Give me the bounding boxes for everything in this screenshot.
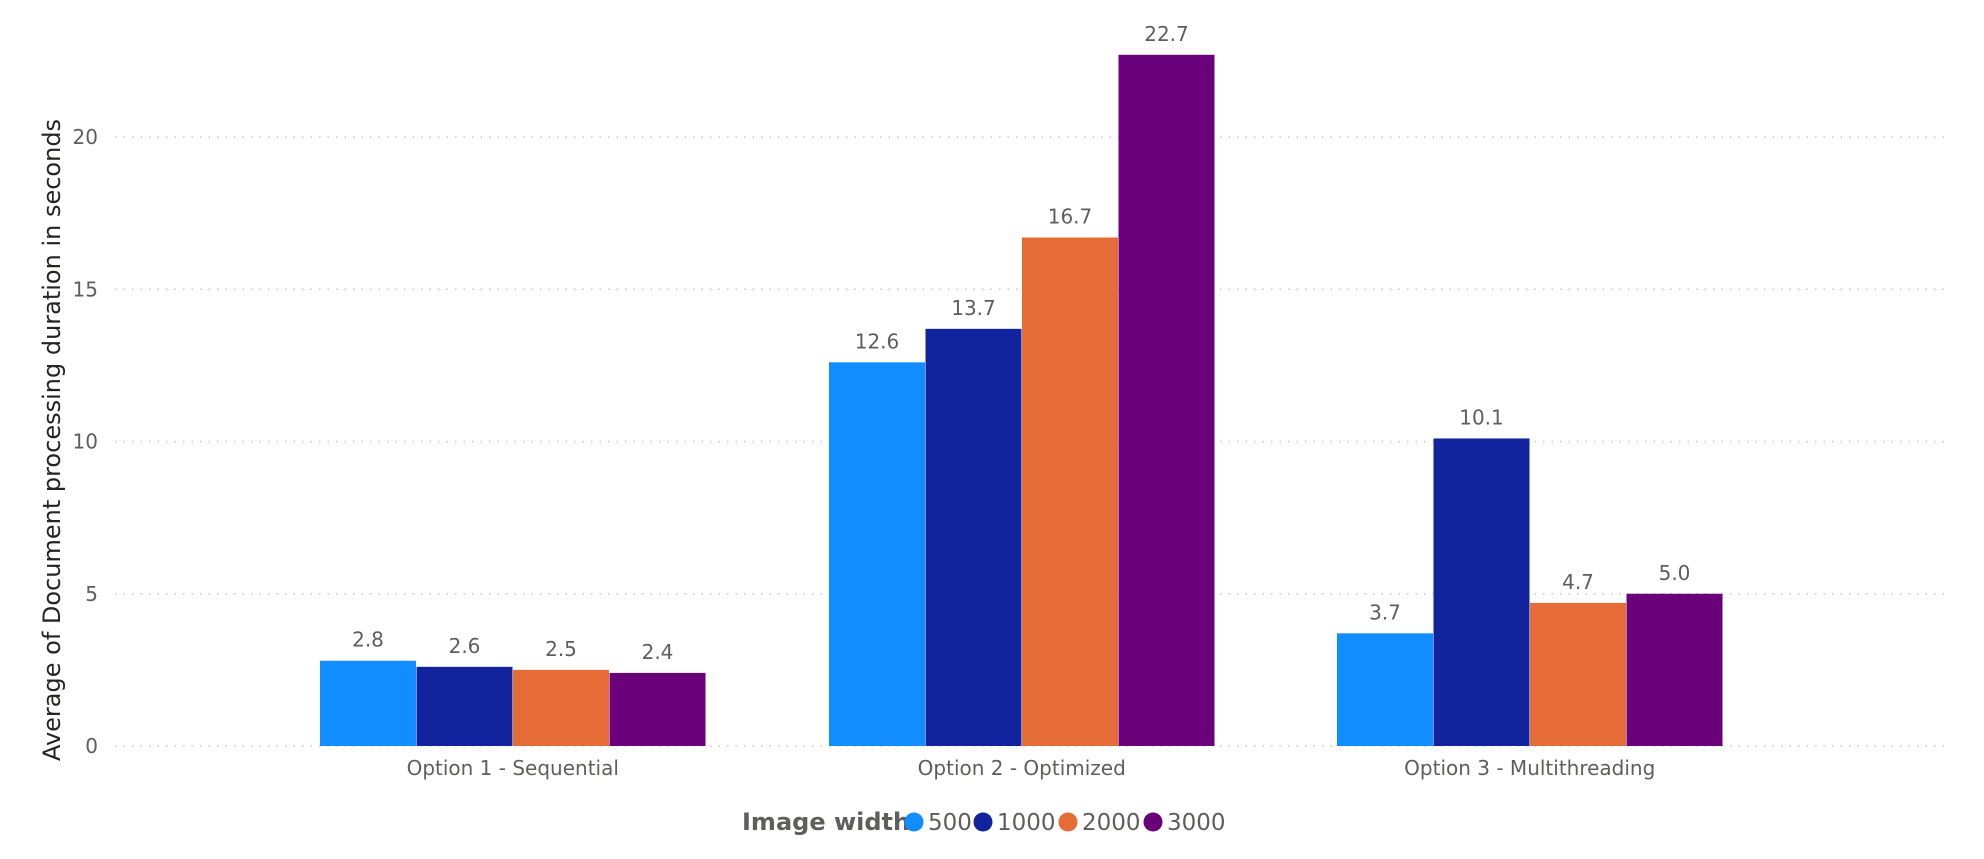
bar-3000-3[interactable]	[1626, 593, 1723, 746]
legend-swatch-2000[interactable]	[1058, 812, 1078, 832]
bar-500-1[interactable]	[320, 660, 416, 746]
x-axis-categories: Option 1 - Sequential Option 2 - Optimize…	[407, 756, 1656, 780]
x-category-label: Option 3 - Multithreading	[1404, 756, 1655, 780]
legend-swatch-3000[interactable]	[1143, 812, 1163, 832]
data-label: 2.6	[449, 634, 481, 658]
y-axis-title: Average of Document processing duration …	[38, 119, 66, 761]
data-label: 4.7	[1562, 570, 1594, 594]
data-label: 13.7	[951, 296, 996, 320]
bar-2000-2[interactable]	[1022, 237, 1118, 747]
data-label: 2.8	[352, 628, 384, 652]
x-category-label: Option 1 - Sequential	[407, 756, 619, 780]
y-tick-label: 10	[73, 430, 98, 454]
y-tick-label: 20	[73, 125, 98, 149]
y-tick-label: 5	[85, 582, 98, 606]
bar-3000-2[interactable]	[1118, 54, 1215, 747]
bar-1000-1[interactable]	[416, 666, 513, 746]
bar-3000-1[interactable]	[609, 672, 706, 746]
legend-title: Image width	[742, 808, 910, 836]
legend-swatch-1000[interactable]	[973, 812, 993, 832]
bar-2000-1[interactable]	[513, 669, 609, 746]
bar-1000-3[interactable]	[1433, 438, 1530, 746]
bar-500-2[interactable]	[829, 362, 925, 746]
data-label: 12.6	[855, 329, 900, 353]
data-label: 2.4	[642, 640, 674, 664]
legend-label-2000[interactable]: 2000	[1082, 810, 1141, 836]
data-label: 16.7	[1048, 204, 1093, 228]
data-labels: 2.8 2.6 2.5 2.4 12.6 13.7 16.7 22.7 3.7 10.1 4.7 5.…	[352, 22, 1690, 664]
legend-label-3000[interactable]: 3000	[1167, 810, 1226, 836]
y-tick-label: 15	[73, 277, 98, 301]
bar-500-3[interactable]	[1337, 633, 1433, 746]
data-label: 2.5	[545, 637, 577, 661]
legend-label-500[interactable]: 500	[928, 810, 972, 836]
data-label: 5.0	[1659, 561, 1691, 585]
y-axis-ticks: 0 5 10 15 20	[73, 125, 98, 758]
bars	[320, 54, 1723, 747]
data-label: 3.7	[1369, 600, 1401, 624]
bar-1000-2[interactable]	[925, 328, 1022, 746]
legend-label-1000[interactable]: 1000	[997, 810, 1056, 836]
bar-2000-3[interactable]	[1530, 602, 1626, 746]
legend-swatch-500[interactable]	[904, 812, 924, 832]
data-label: 10.1	[1459, 405, 1504, 429]
y-tick-label: 0	[85, 734, 98, 758]
x-category-label: Option 2 - Optimized	[918, 756, 1126, 780]
legend: Image width 500 1000 2000 3000	[742, 808, 1226, 836]
data-label: 22.7	[1144, 22, 1189, 46]
